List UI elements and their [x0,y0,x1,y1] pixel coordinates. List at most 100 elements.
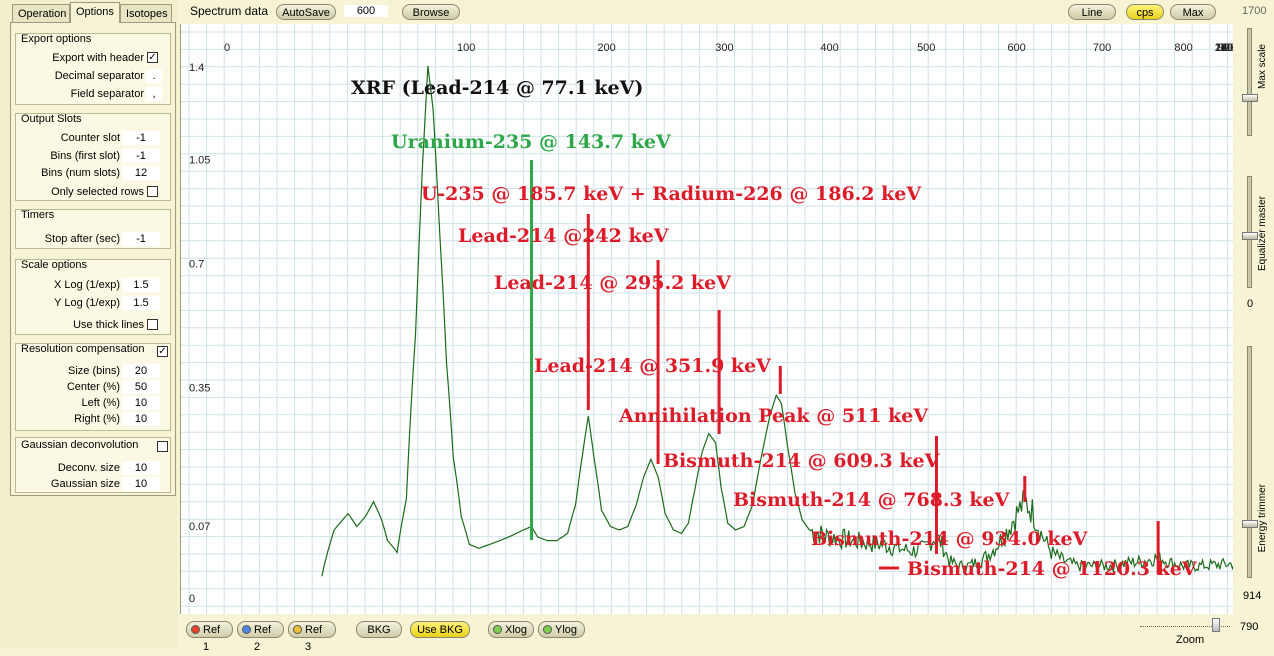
x-tick-label: 800 [1174,42,1192,54]
x-tick-label: 400 [820,42,838,54]
output-slots-group: Output Slots Counter slot -1 Bins (first… [15,113,171,201]
equalizer-value: 0 [1247,298,1254,310]
export-with-header-checkbox[interactable]: ✓ [147,52,158,63]
ref1-button[interactable]: Ref 1 [186,621,233,653]
ref1-label: Ref 1 [203,624,221,653]
thick-lines-checkbox[interactable] [147,319,158,330]
tab-options[interactable]: Options [70,2,120,23]
right-input[interactable]: 10 [122,412,160,426]
thick-lines-row: Use thick lines [16,317,166,333]
x-tick-label: 2 [1224,42,1230,54]
xlog-button[interactable]: Xlog [488,621,534,638]
resolution-checkbox[interactable]: ✓ [157,346,168,357]
spectrum-plot[interactable]: 0100200300400500600700800900100011001200… [180,24,1274,614]
gsize-input[interactable]: 10 [122,477,160,491]
x-tick-label: 500 [917,42,935,54]
xlog-input[interactable]: 1.5 [122,278,160,292]
peak-annotation-label: Lead-214 @242 keV [458,225,670,247]
peak-annotation-label: Bismuth-214 @ 768.3 keV [733,489,1011,511]
gaussian-group: Gaussian deconvolution Deconv. size 10 G… [15,437,171,493]
ref2-button[interactable]: Ref 2 [237,621,284,653]
bins-first-input[interactable]: -1 [122,149,160,163]
size-input[interactable]: 20 [122,364,160,378]
peak-annotation-label: U-235 @ 185.7 keV + Radium-226 @ 186.2 k… [421,183,922,205]
peak-annotation-label: XRF (Lead-214 @ 77.1 keV) [351,77,643,99]
peak-annotations: XRF (Lead-214 @ 77.1 keV) Uranium-235 @ 1… [351,77,1198,580]
bins-num-label: Bins (num slots) [41,167,120,179]
line-button[interactable]: Line [1068,4,1116,20]
bins-first-label: Bins (first slot) [50,150,120,162]
green-led-icon [493,625,502,634]
peak-annotation-label: Lead-214 @ 295.2 keV [494,272,732,294]
deconv-input[interactable]: 10 [122,461,160,475]
left-input[interactable]: 10 [122,396,160,410]
right-row: Right (%) 10 [16,411,166,427]
browse-button[interactable]: Browse [402,4,460,20]
tab-label: Operation [18,8,67,20]
y-tick-label: 1.05 [189,155,210,167]
only-selected-row: Only selected rows [16,184,166,200]
ylog-button[interactable]: Ylog [538,621,585,638]
left-row: Left (%) 10 [16,395,166,411]
max-scale-slider-track[interactable] [1247,28,1252,136]
equalizer-master-label: Equalizer master [1257,196,1268,272]
y-tick-label: 1.4 [189,62,204,74]
y-tick-label: 0.07 [189,521,210,533]
energy-trimmer-thumb[interactable] [1242,520,1258,528]
ref2-label: Ref 2 [254,624,272,653]
field-separator-input[interactable]: , [146,87,162,101]
bins-num-input[interactable]: 12 [122,166,160,180]
autosave-button[interactable]: AutoSave [276,4,336,20]
zoom-slider-thumb[interactable] [1212,618,1220,632]
zoom-slider-track[interactable] [1140,622,1230,627]
peak-annotation-label: Bismuth-214 @ 934.0 keV [811,528,1089,550]
x-tick-label: 300 [715,42,733,54]
counter-slot-input[interactable]: -1 [122,131,160,145]
tab-operation[interactable]: Operation [12,4,70,22]
xlog-label: Xlog [505,624,528,636]
stop-after-input[interactable]: -1 [122,232,160,246]
bkg-button[interactable]: BKG [356,621,402,638]
ref3-label: Ref 3 [305,624,323,653]
use-bkg-button[interactable]: Use BKG [410,621,470,638]
thick-lines-label: Use thick lines [73,319,144,331]
spectrum-chart: 0100200300400500600700800900100011001200… [181,24,1274,614]
cps-button[interactable]: cps [1126,4,1164,20]
y-axis-ticks: 1.4 1.05 0.7 0.35 0.07 0 [189,62,210,605]
y-tick-label: 0.7 [189,258,204,270]
tab-isotopes[interactable]: Isotopes [120,4,172,22]
max-scale-slider-thumb[interactable] [1242,94,1258,102]
spectrum-series-line [321,65,1274,577]
group-title: Resolution compensation [21,343,145,355]
decimal-separator-row: Decimal separator . [16,68,166,84]
equalizer-slider-thumb[interactable] [1242,232,1258,240]
stop-after-row: Stop after (sec) -1 [16,231,166,247]
only-selected-checkbox[interactable] [147,186,158,197]
green-led-icon [543,625,552,634]
peak-annotation-label: Lead-214 @ 351.9 keV [534,355,772,377]
x-tick-label: 0 [224,42,230,54]
group-title: Timers [21,209,55,221]
gaussian-checkbox[interactable] [157,441,168,452]
decimal-separator-input[interactable]: . [146,69,162,83]
xlog-label: X Log (1/exp) [53,279,120,291]
size-row: Size (bins) 20 [16,363,166,379]
max-scale-value: 1700 [1242,5,1267,17]
decimal-separator-label: Decimal separator [54,70,144,82]
ref3-button[interactable]: Ref 3 [288,621,336,653]
ylog-input[interactable]: 1.5 [122,296,160,310]
max-button[interactable]: Max [1170,4,1216,20]
gsize-row: Gaussian size 10 [16,476,166,492]
tab-label: Isotopes [126,8,168,20]
x-tick-label: 1100 [1215,42,1233,54]
ylog-label: Y Log (1/exp) [54,297,120,309]
options-panel: Export options Export with header ✓ Deci… [10,22,176,496]
x-tick-label: 100 [457,42,475,54]
energy-trimmer-track[interactable] [1247,346,1252,578]
xlog-row: X Log (1/exp) 1.5 [16,277,166,293]
group-title: Gaussian deconvolution [21,439,139,451]
autosave-interval-input[interactable]: 600 [344,5,388,17]
export-options-group: Export options Export with header ✓ Deci… [15,33,171,105]
x-tick-label: 700 [1093,42,1111,54]
center-input[interactable]: 50 [122,380,160,394]
